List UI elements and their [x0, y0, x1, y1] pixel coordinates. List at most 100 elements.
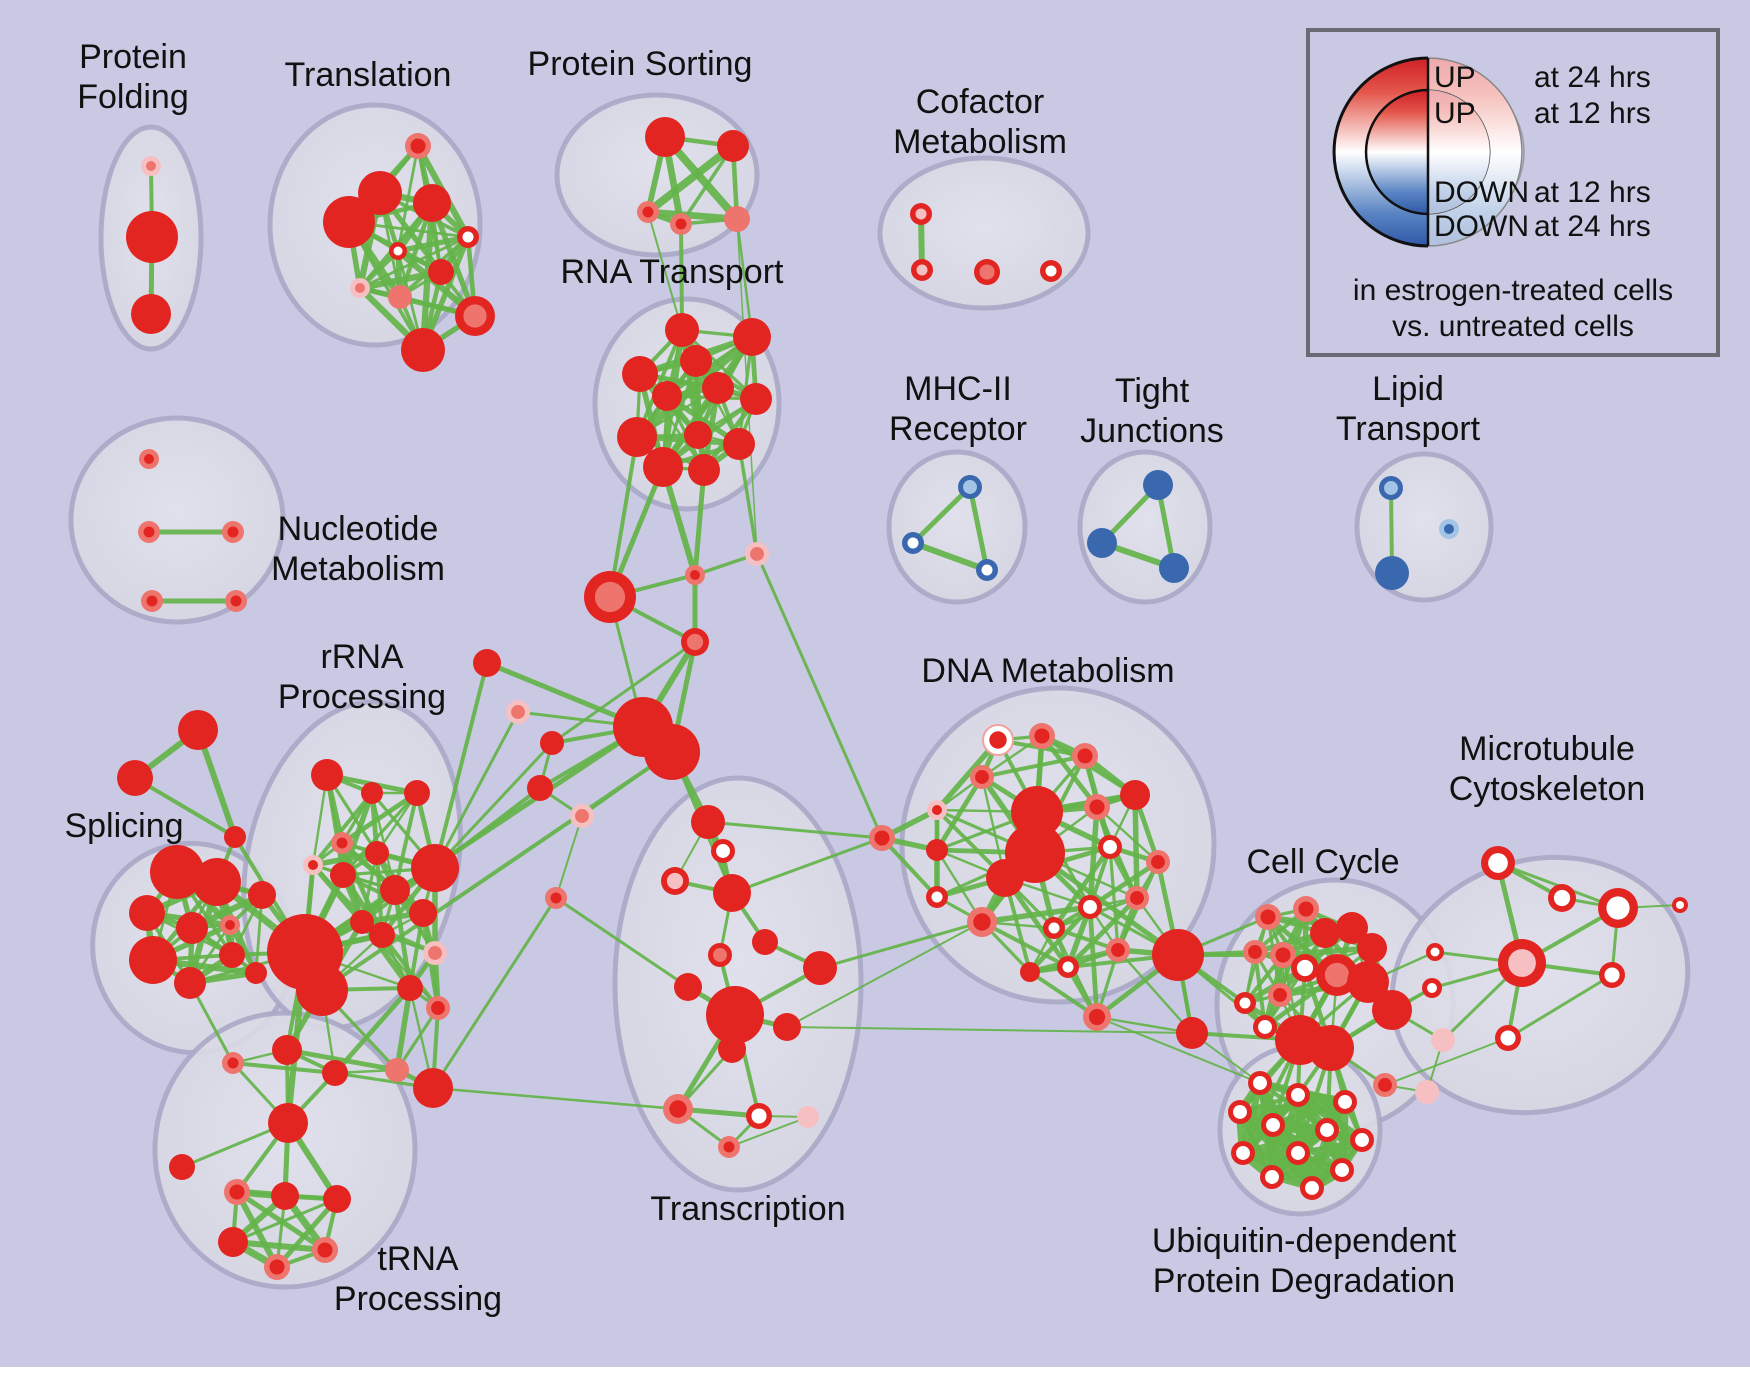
node-rr0b — [296, 964, 348, 1016]
node-rt4 — [702, 372, 734, 404]
node-rt1 — [733, 318, 771, 356]
node-rt0 — [665, 313, 699, 347]
node-nm2 — [222, 521, 244, 543]
label-tight-junctions-line1: Junctions — [1080, 412, 1224, 450]
node-tn1 — [169, 1154, 195, 1180]
label-transcription-line0: Transcription — [650, 1190, 845, 1228]
node-tj2 — [1159, 553, 1189, 583]
node-tn0 — [268, 1103, 308, 1143]
node-pf1 — [126, 211, 178, 263]
edge — [395, 1006, 440, 1072]
node-tl1 — [358, 171, 402, 215]
legend-row-time: at 12 hrs — [1534, 176, 1651, 209]
edge — [1384, 1037, 1509, 1086]
node-dn0 — [982, 724, 1014, 756]
node-rr18 — [322, 1060, 348, 1086]
label-lipid-transport-line0: Lipid — [1372, 370, 1444, 408]
node-tx3 — [713, 874, 751, 912]
node-dn17 — [1078, 895, 1102, 919]
node-dn20 — [1057, 956, 1079, 978]
node-ps2 — [637, 201, 659, 223]
edge — [679, 222, 684, 332]
edge — [380, 933, 440, 1010]
edge — [980, 754, 1087, 779]
node-rr2 — [361, 782, 383, 804]
node-cc0 — [1255, 904, 1281, 930]
node-ub0 — [1248, 1071, 1272, 1095]
edge — [395, 234, 471, 254]
label-cell-cycle-line0: Cell Cycle — [1246, 843, 1399, 881]
node-tl2 — [413, 184, 451, 222]
label-protein-folding-line1: Folding — [77, 78, 189, 116]
node-rr13 — [369, 922, 395, 948]
node-cc14 — [1308, 1025, 1354, 1071]
edge — [647, 211, 683, 331]
node-tn4 — [323, 1185, 351, 1213]
legend-row-time: at 24 hrs — [1534, 61, 1651, 94]
node-dn10 — [1098, 835, 1122, 859]
legend-row-time: at 12 hrs — [1534, 97, 1651, 130]
nodes-layer — [117, 117, 1688, 1280]
node-tl7 — [350, 278, 370, 298]
node-mt2 — [1598, 888, 1638, 928]
label-trna-processing-line0: tRNA — [377, 1240, 459, 1278]
node-rr5 — [303, 855, 323, 875]
node-tn2 — [224, 1179, 250, 1205]
edge — [1132, 792, 1140, 901]
node-f10 — [545, 887, 567, 909]
node-cc4 — [1357, 933, 1387, 963]
node-rr21 — [222, 1052, 244, 1074]
node-cf1 — [911, 259, 933, 281]
node-tx11 — [663, 1094, 693, 1124]
node-sp5 — [129, 936, 177, 984]
node-rt11 — [688, 454, 720, 486]
node-dn2 — [1072, 743, 1098, 769]
edge — [284, 1047, 400, 1073]
node-cc9 — [1347, 961, 1389, 1003]
edge — [608, 435, 639, 599]
node-tx12 — [746, 1103, 772, 1129]
node-ub7 — [1231, 1141, 1255, 1165]
legend-caption-line0: in estrogen-treated cells — [1353, 274, 1673, 307]
node-tl5 — [389, 242, 407, 260]
node-rr11 — [409, 899, 437, 927]
node-tx7 — [706, 986, 764, 1044]
edge — [818, 920, 984, 970]
node-dn9 — [986, 859, 1024, 897]
node-ps1 — [717, 130, 749, 162]
edge — [633, 333, 756, 441]
node-dn22 — [1152, 929, 1204, 981]
node-rr3 — [404, 780, 430, 806]
node-sp9 — [245, 962, 267, 984]
node-ps4 — [724, 206, 750, 232]
edge — [1506, 973, 1614, 1040]
node-e1 — [1373, 1073, 1397, 1097]
label-lipid-transport-line1: Transport — [1336, 410, 1481, 448]
edge — [644, 208, 741, 223]
edge — [311, 791, 374, 867]
label-trna-processing-line1: Processing — [334, 1280, 502, 1318]
label-dna-metabolism-line0: DNA Metabolism — [921, 652, 1174, 690]
node-mt8 — [1672, 897, 1688, 913]
node-rr19 — [385, 1058, 409, 1082]
node-tn5 — [218, 1227, 248, 1257]
edge — [433, 710, 520, 870]
node-tl6 — [428, 259, 454, 285]
node-nm3 — [141, 590, 163, 612]
node-dn23 — [1176, 1017, 1208, 1049]
node-ps0 — [645, 117, 685, 157]
node-tl4 — [457, 226, 479, 248]
node-cc7 — [1291, 954, 1319, 982]
node-tx9 — [803, 951, 837, 985]
edge — [555, 815, 583, 899]
node-nm0 — [139, 449, 159, 469]
node-f9 — [570, 804, 594, 828]
edge — [980, 920, 1070, 969]
node-sp7 — [174, 967, 206, 999]
node-tl0 — [405, 133, 431, 159]
edge — [910, 484, 973, 546]
node-mt3 — [1498, 939, 1546, 987]
node-tj0 — [1143, 470, 1173, 500]
edge — [1087, 904, 1100, 1020]
edge — [1096, 1016, 1261, 1084]
